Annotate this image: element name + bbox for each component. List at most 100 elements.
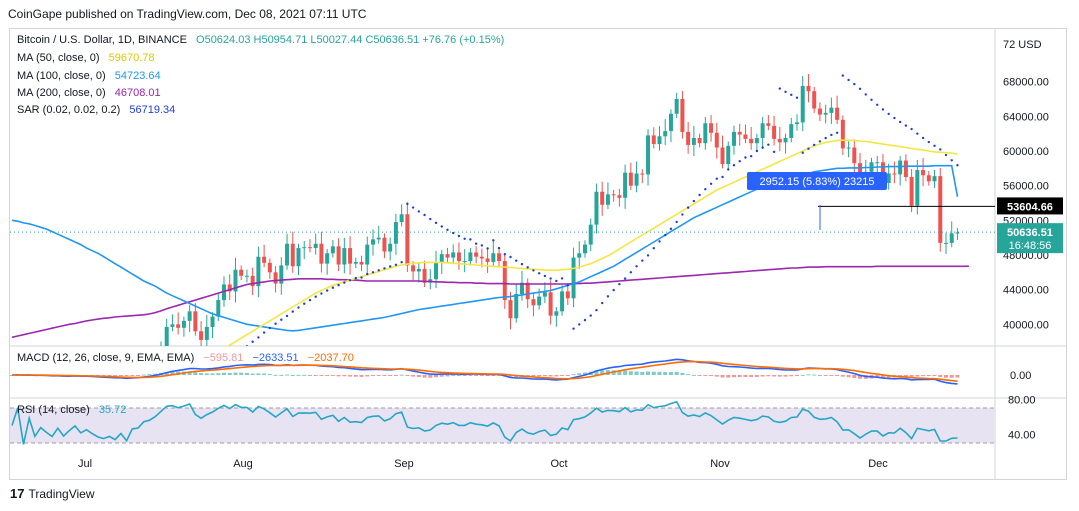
candle — [909, 177, 914, 206]
sar-dot — [652, 247, 655, 250]
sar-dot — [749, 155, 753, 158]
macd-histogram-bar — [164, 372, 169, 375]
candle — [239, 269, 244, 276]
candle — [336, 246, 341, 265]
rsi-pane — [10, 400, 995, 445]
macd-histogram-bar — [376, 375, 381, 376]
sar-label: SAR (0.02, 0.02, 0.2) — [17, 104, 121, 116]
macd-histogram-bar — [932, 375, 937, 376]
tradingview-footer[interactable]: 17 TradingView — [10, 486, 95, 501]
macd-histogram-bar — [279, 374, 284, 376]
sar-dot — [34, 392, 36, 394]
candle — [39, 373, 43, 380]
candle — [697, 138, 702, 144]
sar-dot — [520, 262, 524, 266]
sar-dot — [669, 227, 673, 231]
sar-dot — [944, 153, 948, 157]
candle — [657, 136, 662, 145]
sar-dot — [744, 156, 747, 159]
macd-histogram-bar — [709, 375, 714, 376]
candle — [943, 242, 948, 244]
candle — [795, 122, 800, 125]
ma100-value: 54723.64 — [114, 70, 161, 82]
candle — [686, 131, 691, 145]
candle — [399, 214, 404, 223]
sar-dot — [600, 301, 604, 305]
candle — [754, 138, 759, 144]
x-tick-label: Sep — [394, 458, 414, 470]
sar-dot — [343, 281, 346, 284]
candle — [508, 300, 513, 319]
sar-dot — [114, 371, 116, 373]
ma50-line — [226, 139, 958, 346]
sar-dot — [841, 74, 845, 77]
candle — [136, 391, 140, 393]
macd-histogram-bar — [691, 374, 696, 376]
sar-dot — [303, 302, 306, 305]
x-tick-label: Dec — [868, 458, 888, 470]
sar-dot — [97, 366, 99, 368]
sar-dot — [354, 276, 357, 280]
measure-label-text: 2952.15 (5.83%) 23215 — [760, 176, 875, 188]
candle — [296, 248, 301, 267]
sar-dot — [257, 336, 260, 339]
sar-dot — [681, 213, 684, 216]
sar-dot — [366, 272, 369, 276]
macd-histogram-bar — [439, 375, 444, 377]
legend-ma100: MA (100, close, 0) 54723.64 — [17, 70, 161, 82]
macd-histogram-bar — [285, 374, 290, 376]
sar-dot — [709, 182, 713, 186]
candle — [170, 324, 175, 327]
sar-dot — [262, 331, 266, 334]
candle — [244, 275, 249, 277]
macd-histogram-bar — [835, 375, 840, 376]
sar-dot — [618, 282, 621, 286]
sar-dot — [853, 82, 856, 86]
candle — [731, 131, 736, 146]
candle — [319, 243, 324, 264]
candle — [382, 237, 387, 252]
macd-histogram-bar — [680, 372, 685, 375]
sar-dot — [320, 292, 323, 295]
sar-dot — [440, 225, 443, 228]
macd-histogram-bar — [720, 375, 725, 378]
macd-histogram-bar — [222, 372, 227, 375]
candle — [777, 138, 782, 143]
sar-dot — [818, 140, 822, 143]
candle — [267, 262, 272, 273]
candle — [949, 233, 954, 243]
sar-dot — [686, 206, 690, 209]
macd-histogram-bar — [634, 371, 639, 375]
sar-dot — [480, 244, 484, 247]
sar-dot — [45, 390, 47, 392]
candle — [388, 243, 393, 252]
macd-histogram-bar — [663, 372, 668, 375]
macd-histogram-bar — [485, 375, 490, 376]
macd-histogram-bar — [571, 374, 576, 376]
candle — [62, 375, 66, 386]
sar-dot — [916, 132, 919, 135]
macd-histogram-bar — [806, 374, 811, 376]
sar-dot — [537, 272, 541, 275]
macd-histogram-bar — [858, 375, 863, 379]
macd-histogram-bar — [823, 375, 828, 376]
sar-dot — [206, 377, 208, 379]
sar-dot — [308, 298, 312, 302]
macd-histogram-bar — [244, 372, 249, 375]
rsi-label: RSI (14, close) — [17, 404, 90, 416]
rsi-line — [11, 400, 958, 445]
sar-dot — [108, 369, 110, 371]
x-tick-label: Jul — [78, 458, 92, 470]
macd-histogram-bar — [445, 375, 450, 377]
macd-histogram-bar — [153, 373, 158, 375]
sar-dot — [526, 266, 529, 269]
sar-dot — [188, 390, 190, 392]
y-tick-label: 44000.00 — [1003, 285, 1049, 297]
sar-dot — [251, 340, 254, 343]
macd-histogram-bar — [577, 373, 582, 375]
candle — [204, 326, 209, 340]
candle — [829, 107, 834, 113]
level-price-tag — [997, 197, 1063, 215]
macd-histogram-bar — [434, 375, 439, 378]
sar-dot — [858, 87, 862, 91]
